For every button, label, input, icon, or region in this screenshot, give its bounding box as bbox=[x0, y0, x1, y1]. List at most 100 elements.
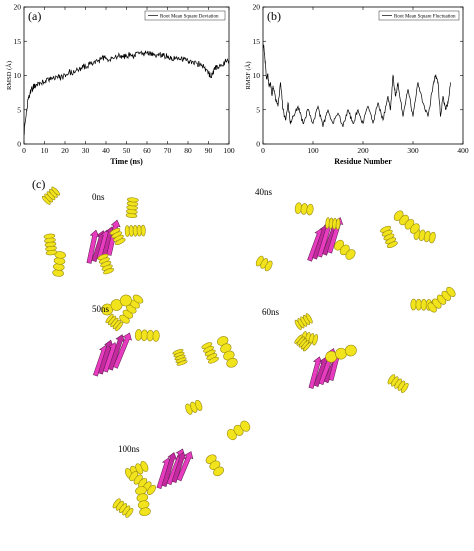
helix-turn bbox=[345, 249, 356, 260]
helix-turn bbox=[125, 507, 134, 518]
helix-turn bbox=[132, 294, 144, 304]
helix bbox=[125, 197, 139, 218]
legend-box bbox=[378, 10, 460, 21]
y-tick-label: 20 bbox=[14, 3, 22, 12]
helix bbox=[201, 342, 219, 364]
helix bbox=[325, 344, 357, 363]
x-tick-label: 300 bbox=[407, 146, 419, 155]
helix-turn bbox=[306, 203, 314, 216]
rmsf-chart: 0 100 200 300 400 0 5 10 15 20 Residue Number RMSF … bbox=[244, 3, 469, 167]
helix-turn bbox=[213, 466, 225, 477]
helix bbox=[387, 374, 409, 393]
plot-frame bbox=[23, 6, 230, 145]
snapshot-time-label: 60ns bbox=[262, 307, 280, 317]
y-tick-label: 10 bbox=[14, 71, 22, 80]
snapshot-time-label: 100ns bbox=[118, 444, 140, 454]
helix bbox=[119, 294, 144, 324]
helix bbox=[134, 329, 160, 342]
strand-arrow bbox=[113, 332, 132, 369]
x-tick-label: 400 bbox=[457, 146, 469, 155]
panel-c-label: (c) bbox=[32, 177, 45, 191]
x-tick-label: 0 bbox=[261, 146, 265, 155]
helix bbox=[294, 202, 314, 216]
helix bbox=[325, 217, 341, 230]
helix bbox=[41, 186, 61, 205]
helix bbox=[112, 498, 134, 518]
helix bbox=[217, 336, 238, 368]
helix-turn bbox=[139, 507, 151, 517]
helix bbox=[255, 255, 273, 272]
x-tick-label: 80 bbox=[184, 146, 192, 155]
x-tick-label: 90 bbox=[205, 146, 213, 155]
y-tick-label: 0 bbox=[17, 140, 21, 149]
x-tick-label: 100 bbox=[307, 146, 319, 155]
helix-turn bbox=[152, 330, 160, 342]
y-tick-label: 15 bbox=[14, 37, 22, 46]
helix-turn bbox=[400, 382, 409, 393]
y-tick-label: 15 bbox=[253, 37, 261, 46]
snapshot-images: 0ns 40ns 50ns 60ns 100ns bbox=[41, 186, 456, 518]
helix-turn bbox=[140, 460, 149, 472]
helix-turn bbox=[312, 334, 318, 346]
y-tick-label: 20 bbox=[253, 3, 261, 12]
helix bbox=[52, 251, 66, 277]
helix-turn bbox=[344, 344, 357, 357]
helix bbox=[205, 454, 225, 477]
strand-arrow bbox=[176, 451, 194, 482]
helix bbox=[393, 210, 420, 234]
helix-turn bbox=[305, 313, 313, 324]
helix-turn bbox=[176, 360, 188, 366]
helix-turn bbox=[410, 223, 420, 234]
helix-turn bbox=[264, 260, 273, 272]
helix-turn bbox=[115, 321, 124, 332]
helix-turn bbox=[127, 197, 139, 203]
helix-turn bbox=[195, 399, 203, 411]
helix bbox=[101, 294, 132, 316]
helix-turn bbox=[119, 294, 132, 307]
x-tick-label: 10 bbox=[41, 146, 49, 155]
protein-snapshot bbox=[93, 294, 238, 377]
x-tick-label: 0 bbox=[22, 146, 26, 155]
snapshot-time-label: 0ns bbox=[92, 192, 105, 202]
helix-turn bbox=[446, 286, 456, 297]
x-tick-label: 70 bbox=[164, 146, 172, 155]
y-tick-label: 0 bbox=[256, 140, 260, 149]
beta-strand bbox=[113, 332, 132, 369]
y-tick-label: 10 bbox=[253, 71, 261, 80]
protein-snapshot bbox=[112, 399, 251, 518]
helix-turn bbox=[103, 268, 115, 275]
helix bbox=[172, 349, 188, 366]
helix-turn bbox=[146, 484, 156, 495]
helix bbox=[135, 486, 151, 517]
helix bbox=[294, 313, 313, 331]
x-axis-label: Time (ns) bbox=[110, 157, 143, 166]
legend-entry: Root Mean Square Deviation bbox=[160, 14, 219, 19]
x-axis-label: Residue Number bbox=[334, 157, 392, 166]
helix bbox=[109, 227, 126, 246]
helix bbox=[97, 253, 115, 275]
helix-turn bbox=[140, 224, 146, 237]
legend-entry: Root Mean Square Fluctuation bbox=[394, 14, 456, 19]
helix-turn bbox=[45, 249, 58, 256]
x-tick-label: 40 bbox=[102, 146, 110, 155]
rmsd-chart: 0 10 20 30 40 50 60 70 80 90 100 0 5 10 15 20 Time (ns) R… bbox=[5, 3, 235, 167]
protein-snapshot bbox=[255, 202, 436, 272]
panel-label: (a) bbox=[28, 9, 41, 23]
beta-strand bbox=[176, 451, 194, 482]
helix bbox=[43, 233, 58, 256]
y-axis-label: RMSF (Å) bbox=[244, 62, 252, 90]
x-tick-label: 50 bbox=[123, 146, 131, 155]
x-tick-label: 100 bbox=[223, 146, 235, 155]
helix-turn bbox=[303, 342, 312, 352]
series-line bbox=[23, 50, 230, 136]
helix-turn bbox=[335, 218, 341, 230]
helix-turn bbox=[240, 420, 251, 432]
helix-turn bbox=[208, 356, 219, 364]
x-tick-label: 30 bbox=[82, 146, 90, 155]
snapshot-time-label: 40ns bbox=[255, 187, 273, 197]
helix-turn bbox=[51, 186, 61, 196]
x-tick-label: 200 bbox=[357, 146, 369, 155]
series-line bbox=[263, 44, 451, 127]
protein-snapshot bbox=[41, 186, 146, 277]
